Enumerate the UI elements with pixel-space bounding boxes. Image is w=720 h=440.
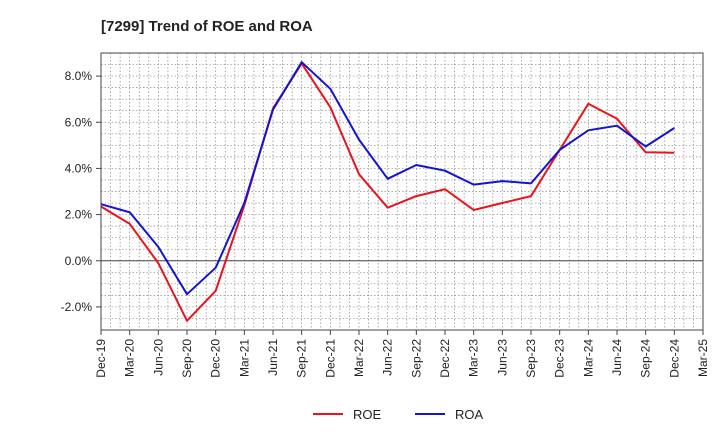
y-tick-label: 4.0% — [65, 161, 93, 175]
gridlines — [101, 53, 703, 330]
legend: ROE ROA — [313, 407, 484, 422]
x-tick-label: Mar-21 — [237, 339, 251, 377]
x-tick-label: Mar-24 — [581, 339, 595, 377]
x-tick-label: Jun-23 — [495, 339, 509, 376]
series-line-roa — [100, 61, 675, 296]
chart-title: [7299] Trend of ROE and ROA — [101, 18, 313, 35]
x-tick-label: Sep-20 — [180, 339, 194, 378]
y-axis: -2.0% 0.0% 2.0% 4.0% 6.0% 8.0% — [61, 69, 101, 314]
plot-area — [100, 52, 704, 331]
y-tick-label: 6.0% — [65, 115, 93, 129]
x-tick-label: Mar-23 — [467, 339, 481, 377]
y-tick-label: -2.0% — [61, 300, 93, 314]
x-tick-label: Dec-20 — [209, 339, 223, 378]
x-tick-label: Dec-19 — [94, 339, 108, 378]
legend-label-roa: ROA — [455, 407, 484, 422]
y-tick-label: 0.0% — [65, 254, 93, 268]
x-tick-label: Jun-20 — [151, 339, 165, 376]
x-tick-label: Sep-24 — [639, 339, 653, 378]
x-tick-label: Sep-21 — [295, 339, 309, 378]
x-tick-label: Jun-21 — [266, 339, 280, 376]
x-tick-label: Mar-25 — [696, 339, 710, 377]
x-tick-label: Dec-22 — [438, 339, 452, 378]
x-tick-label: Jun-24 — [610, 339, 624, 376]
legend-label-roe: ROE — [353, 407, 382, 422]
y-tick-label: 2.0% — [65, 208, 93, 222]
series-line-roe — [100, 62, 675, 322]
x-tick-label: Dec-21 — [323, 339, 337, 378]
plot-border — [100, 52, 704, 331]
x-axis: Dec-19 Mar-20 Jun-20 Sep-20 Dec-20 Mar-21 Jun-… — [94, 330, 710, 378]
y-tick-label: 8.0% — [65, 69, 93, 83]
x-tick-label: Dec-24 — [667, 339, 681, 378]
x-tick-label: Jun-22 — [381, 339, 395, 376]
x-tick-label: Sep-22 — [409, 339, 423, 378]
series-lines — [100, 61, 675, 322]
x-tick-label: Mar-20 — [123, 339, 137, 377]
x-tick-label: Dec-23 — [553, 339, 567, 378]
x-tick-label: Sep-23 — [524, 339, 538, 378]
x-tick-label: Mar-22 — [352, 339, 366, 377]
